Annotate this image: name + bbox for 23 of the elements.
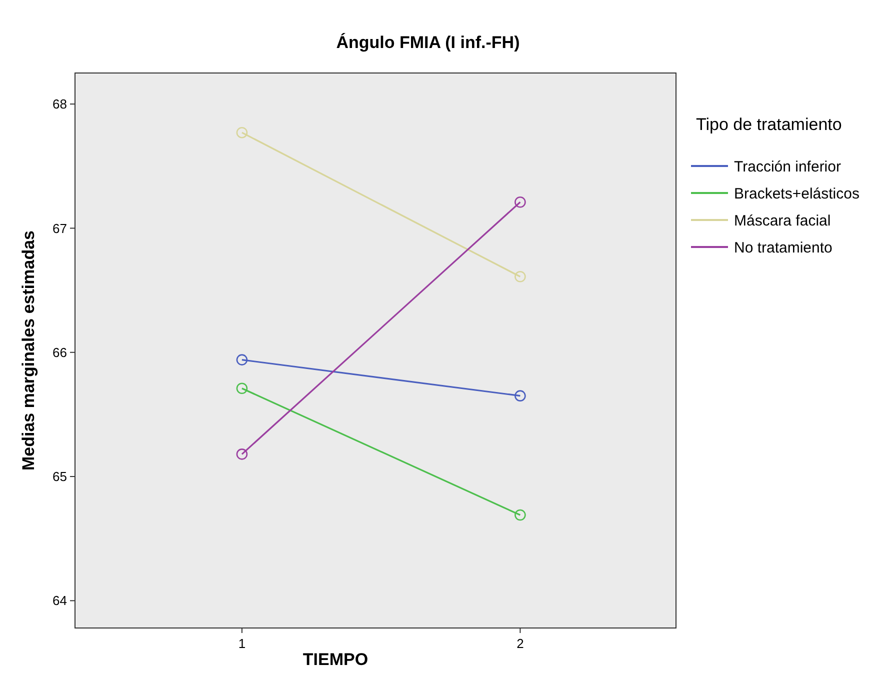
legend-label: Tracción inferior <box>734 158 841 176</box>
x-tick-label: 1 <box>238 636 246 651</box>
y-tick-label: 68 <box>52 96 67 112</box>
point <box>236 126 248 138</box>
chart-title: Ángulo FMIA (I inf.-FH) <box>336 32 520 52</box>
point <box>514 390 526 402</box>
y-tick-label: 66 <box>52 344 67 360</box>
x-axis-title: TIEMPO <box>302 650 368 669</box>
legend-title: Tipo de tratamiento <box>696 115 842 134</box>
y-tick-label: 67 <box>52 220 67 236</box>
y-tick-label: 64 <box>52 593 67 608</box>
point <box>514 196 526 208</box>
point <box>236 448 248 460</box>
point <box>514 509 526 521</box>
point <box>236 354 248 366</box>
x-tick-label: 2 <box>516 636 524 651</box>
legend-label: Máscara facial <box>734 212 831 230</box>
point <box>236 382 248 394</box>
legend-label: No tratamiento <box>734 239 832 256</box>
y-tick-label: 65 <box>52 469 67 484</box>
point <box>514 270 526 282</box>
legend-label: Brackets+elásticos <box>734 185 860 202</box>
y-axis-title: Medias marginales estimadas <box>19 230 38 471</box>
